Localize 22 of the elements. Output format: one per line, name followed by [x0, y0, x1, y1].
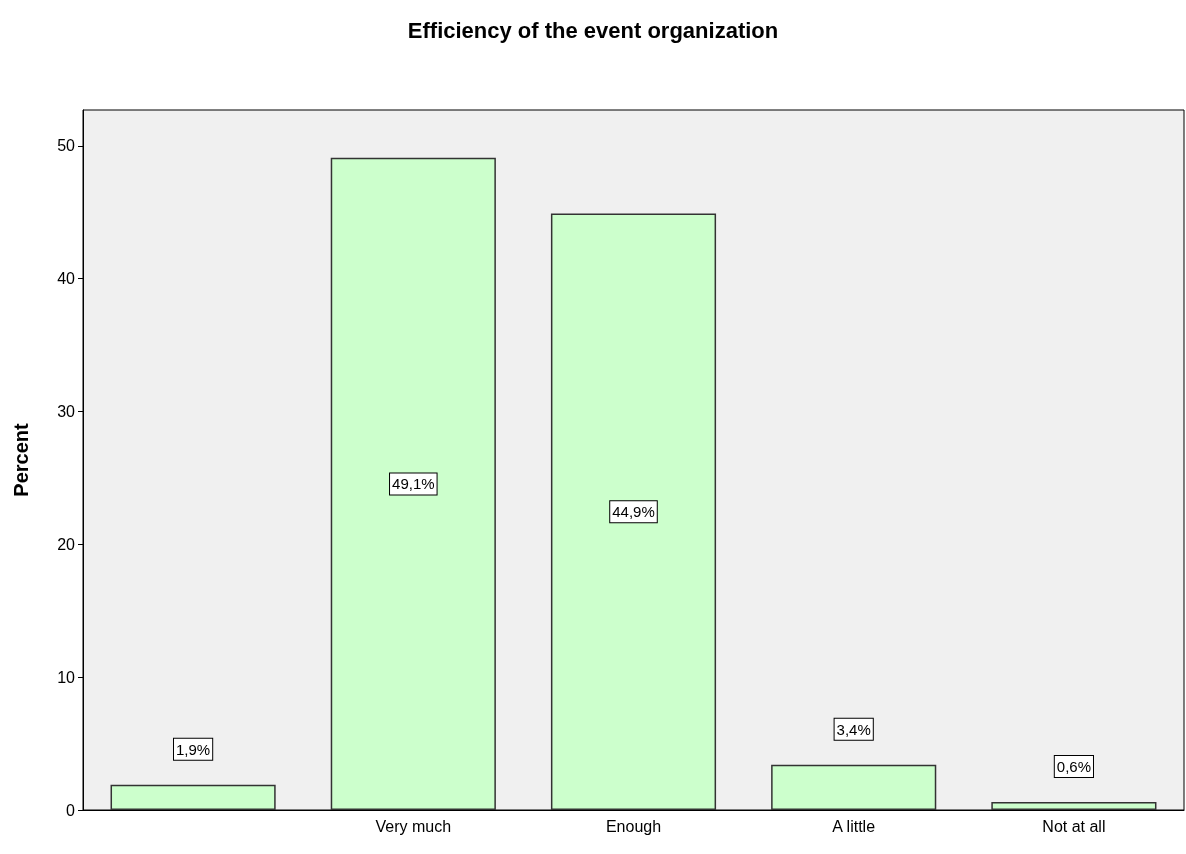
- x-tick-label: Very much: [375, 817, 452, 835]
- bar: [550, 213, 717, 810]
- bar: [330, 157, 496, 810]
- y-tick-label: 30: [57, 403, 76, 421]
- x-tick-label: Not at all: [1042, 817, 1106, 835]
- bar: [771, 764, 937, 810]
- data-label: 0,6%: [1056, 758, 1091, 776]
- y-axis-title: Percent: [10, 422, 32, 497]
- y-tick-label: 20: [57, 535, 76, 553]
- data-label: 44,9%: [612, 503, 655, 521]
- y-tick-label: 10: [57, 668, 76, 686]
- data-label: 49,1%: [392, 475, 435, 493]
- y-tick-label: 0: [66, 801, 76, 819]
- x-tick-label: A little: [832, 817, 876, 835]
- x-tick-label: Enough: [605, 817, 662, 835]
- y-tick-label: 50: [57, 137, 76, 155]
- y-tick-label: 40: [57, 270, 76, 288]
- data-label: 3,4%: [836, 720, 871, 738]
- bar: [991, 802, 1157, 810]
- chart-title: Efficiency of the event organization: [407, 17, 779, 43]
- bar: [110, 784, 276, 810]
- data-label: 1,9%: [176, 740, 211, 758]
